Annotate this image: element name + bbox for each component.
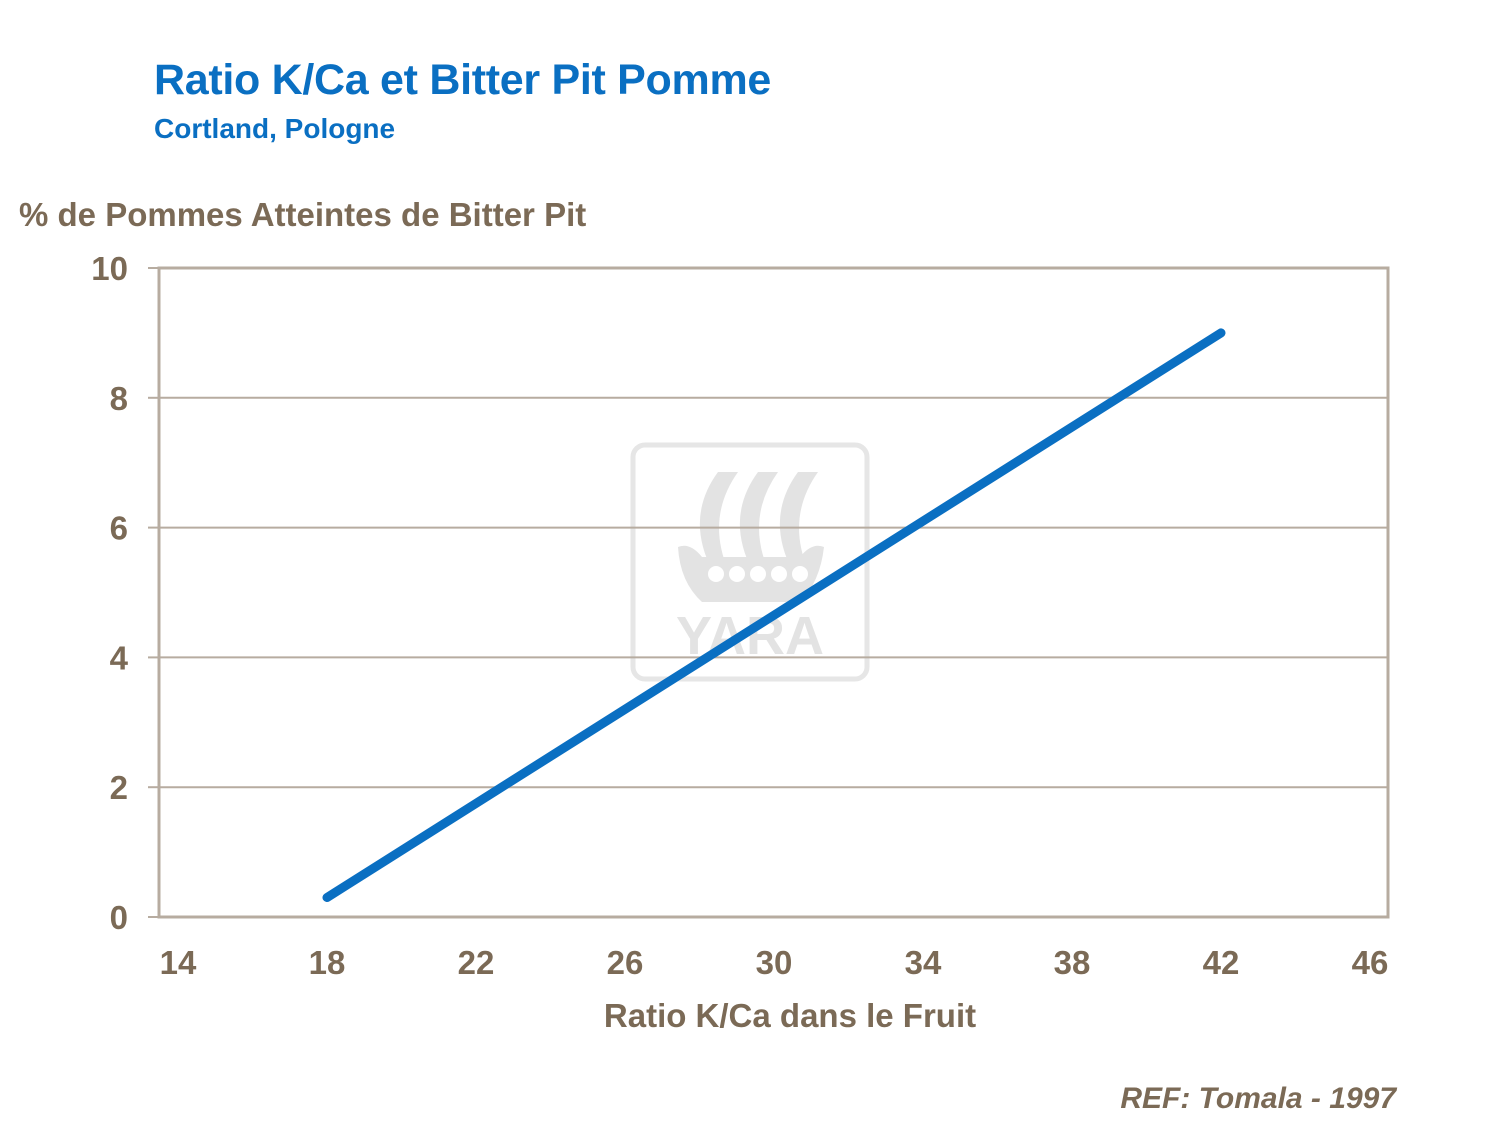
yara-logo-watermark-icon: YARA: [630, 442, 870, 682]
series-line: [322, 328, 1226, 903]
y-axis-ticks: 0 2 4 6 8 10: [91, 250, 159, 936]
y-tick-label: 8: [110, 380, 128, 417]
x-tick-label: 34: [905, 944, 942, 981]
x-axis-ticks: 14 18 22 26 30 34 38 42 46: [160, 944, 1389, 981]
x-tick-label: 18: [309, 944, 346, 981]
x-tick-label: 30: [756, 944, 793, 981]
y-tick-label: 0: [110, 899, 128, 936]
reference-note: REF: Tomala - 1997: [1120, 1082, 1396, 1115]
y-tick-label: 2: [110, 769, 128, 806]
watermark-text: YARA: [676, 606, 824, 666]
data-series: [322, 328, 1226, 903]
x-tick-label: 42: [1203, 944, 1240, 981]
plot-frame: [157, 266, 1390, 919]
x-tick-label: 38: [1054, 944, 1091, 981]
chart-subtitle: Cortland, Pologne: [154, 113, 396, 144]
x-axis-label: Ratio K/Ca dans le Fruit: [603, 997, 977, 1034]
y-axis-label: % de Pommes Atteintes de Bitter Pit: [19, 196, 587, 233]
chart-title: Ratio K/Ca et Bitter Pit Pomme: [154, 56, 771, 104]
y-tick-label: 4: [110, 639, 129, 676]
y-tick-label: 10: [91, 250, 128, 287]
y-tick-label: 6: [110, 510, 128, 547]
gridlines: [159, 396, 1388, 789]
x-tick-label: 14: [160, 944, 197, 981]
x-tick-label: 26: [607, 944, 644, 981]
x-tick-label: 22: [458, 944, 495, 981]
x-tick-label: 46: [1352, 944, 1389, 981]
